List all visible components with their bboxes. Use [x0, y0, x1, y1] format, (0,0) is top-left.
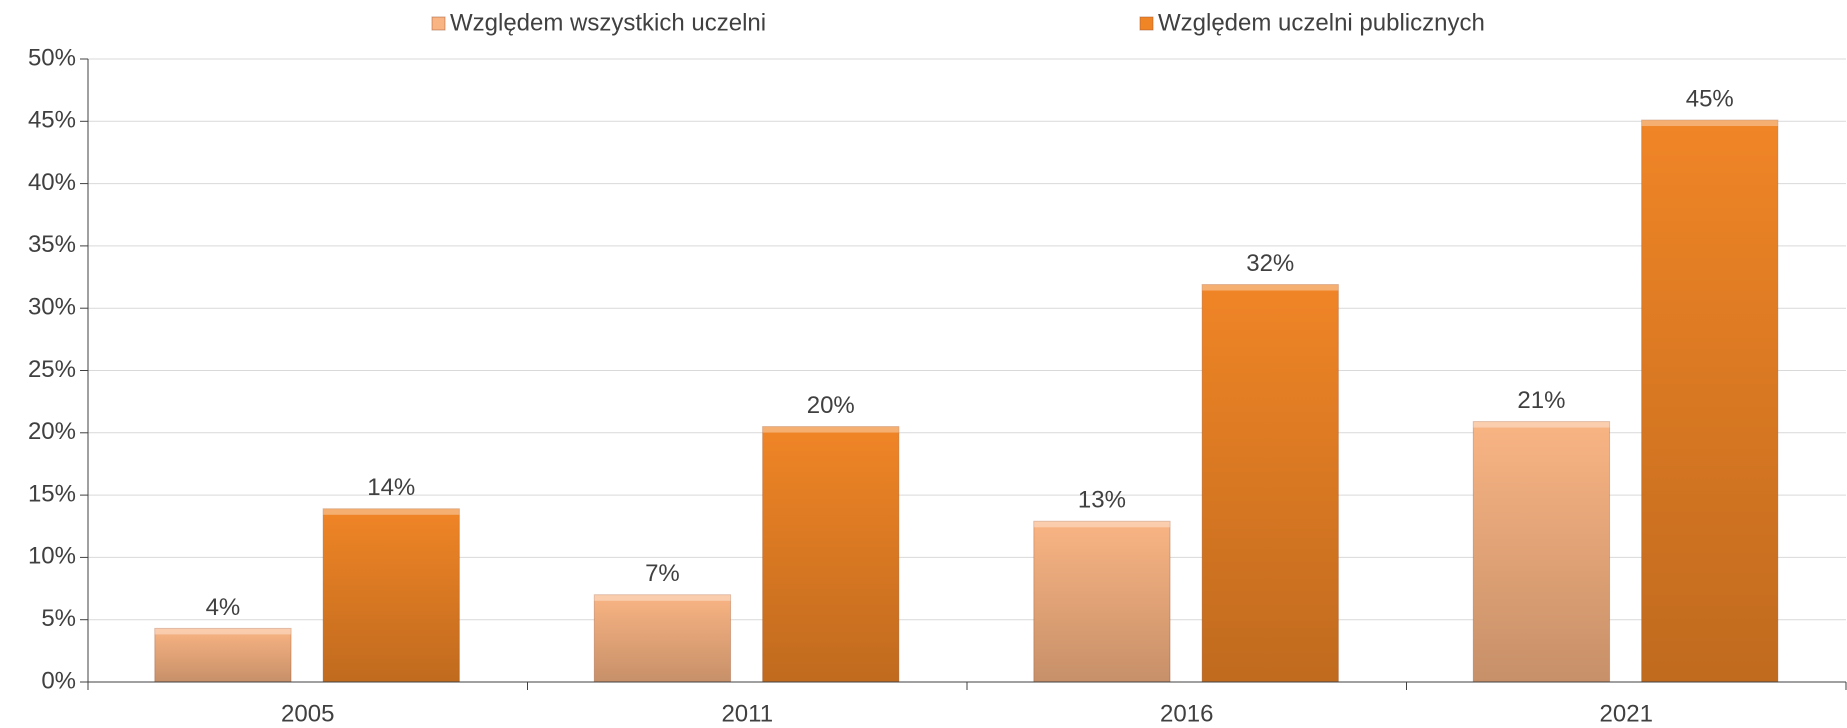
- data-label: 20%: [807, 392, 855, 419]
- bar-bevel: [1202, 284, 1339, 291]
- x-tick-label: 2005: [281, 700, 334, 727]
- legend-label: Względem uczelni publicznych: [1158, 9, 1485, 36]
- y-tick-label: 0%: [41, 667, 76, 694]
- bar-shade: [1033, 521, 1171, 682]
- bar-shade: [1473, 421, 1610, 682]
- bar-bevel: [323, 508, 460, 515]
- bar-bevel: [1033, 521, 1171, 528]
- bar-shade: [1202, 284, 1339, 682]
- x-tick-label: 2011: [721, 700, 773, 727]
- data-label: 14%: [367, 474, 415, 501]
- x-tick-label: 2016: [1160, 700, 1213, 727]
- legend-label: Względem wszystkich uczelni: [450, 9, 766, 36]
- x-tick-label: 2021: [1600, 700, 1653, 727]
- bar-shade: [154, 628, 292, 682]
- data-label: 45%: [1686, 85, 1734, 112]
- bar-bevel: [1641, 120, 1778, 127]
- data-label: 13%: [1078, 487, 1126, 514]
- y-tick-label: 35%: [28, 231, 76, 258]
- data-label: 32%: [1246, 250, 1294, 277]
- bar-shade: [594, 594, 731, 682]
- y-tick-label: 10%: [28, 543, 76, 570]
- y-tick-label: 15%: [28, 480, 76, 507]
- data-label: 21%: [1517, 387, 1565, 414]
- y-tick-label: 40%: [28, 169, 76, 196]
- y-tick-label: 25%: [28, 356, 76, 383]
- bar-shade: [1641, 120, 1778, 682]
- data-label: 4%: [206, 594, 241, 621]
- bar-bevel: [594, 594, 731, 601]
- y-tick-label: 5%: [41, 605, 76, 632]
- y-tick-label: 45%: [28, 107, 76, 134]
- bar-bevel: [1473, 421, 1610, 428]
- bar-shade: [323, 508, 460, 682]
- bar-bevel: [154, 628, 292, 635]
- legend-swatch: [431, 16, 446, 31]
- bar-shade: [762, 426, 899, 682]
- y-tick-label: 30%: [28, 294, 76, 321]
- legend-swatch: [1139, 16, 1154, 31]
- data-label: 7%: [645, 560, 680, 587]
- y-tick-label: 20%: [28, 418, 76, 445]
- bar-bevel: [762, 426, 899, 433]
- y-tick-label: 50%: [28, 44, 76, 71]
